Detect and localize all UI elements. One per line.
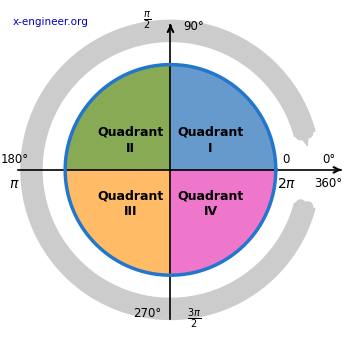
Text: 0: 0 (283, 153, 290, 166)
Text: 270°: 270° (133, 307, 161, 320)
Text: Quadrant
III: Quadrant III (97, 189, 164, 218)
Text: Quadrant
II: Quadrant II (97, 126, 164, 155)
Text: $\frac{\pi}{2}$: $\frac{\pi}{2}$ (143, 9, 151, 31)
Text: 0°: 0° (322, 153, 335, 166)
Wedge shape (65, 65, 171, 170)
Wedge shape (171, 65, 276, 170)
Text: Quadrant
IV: Quadrant IV (177, 189, 244, 218)
Text: 360°: 360° (314, 177, 342, 190)
Polygon shape (21, 20, 315, 320)
Text: x-engineer.org: x-engineer.org (13, 17, 88, 27)
Wedge shape (65, 170, 171, 275)
Wedge shape (171, 170, 276, 275)
Text: Quadrant
I: Quadrant I (177, 126, 244, 155)
Text: 90°: 90° (183, 20, 204, 33)
Polygon shape (290, 114, 309, 146)
Text: 180°: 180° (1, 153, 29, 166)
Text: $\frac{3\pi}{2}$: $\frac{3\pi}{2}$ (186, 307, 201, 331)
Text: $\pi$: $\pi$ (9, 176, 20, 191)
Text: $2\pi$: $2\pi$ (277, 176, 296, 191)
